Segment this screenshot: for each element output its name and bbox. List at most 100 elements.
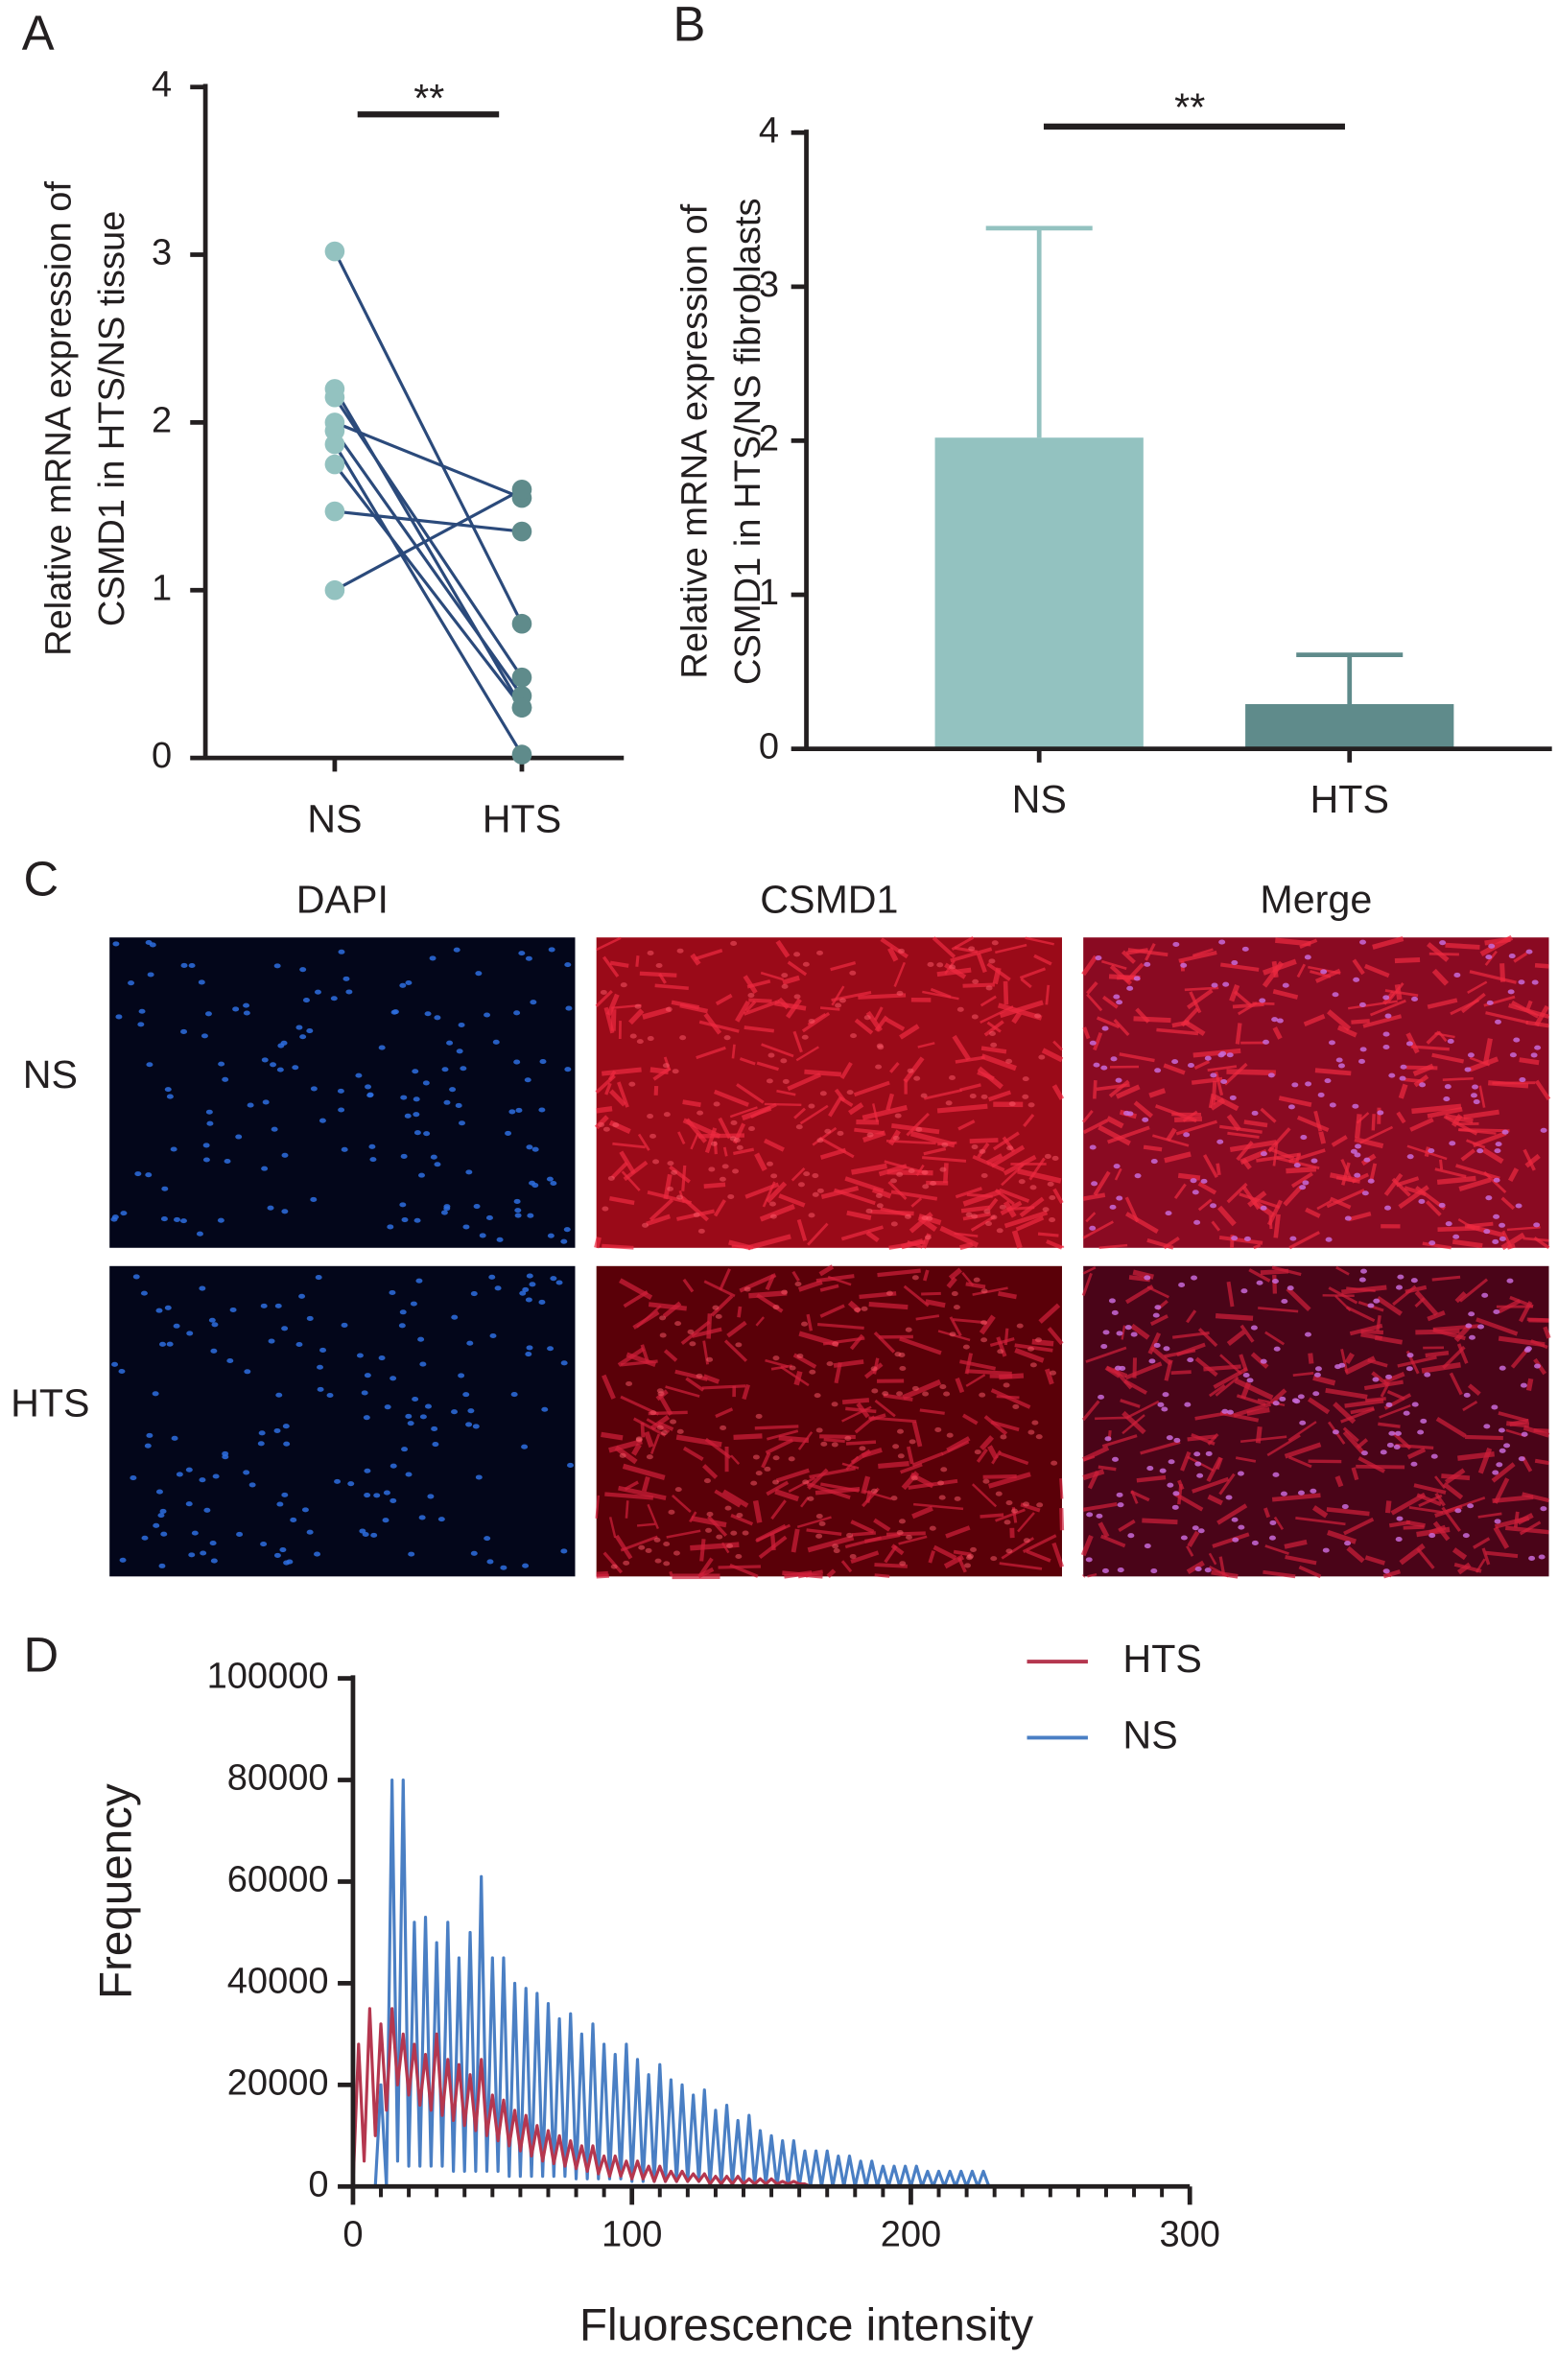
nucleus [634,1003,642,1009]
cell-fiber [1467,1383,1481,1396]
nucleus [1312,1391,1320,1397]
nucleus [1227,1409,1234,1415]
nucleus [1538,1554,1546,1560]
cell-fiber [1364,1555,1385,1566]
nucleus [1499,1222,1506,1228]
nucleus [1144,1543,1151,1549]
nucleus [430,1154,437,1160]
cell-fiber [1452,1547,1468,1561]
nucleus [715,1313,722,1319]
nucleus [1102,1330,1110,1335]
cell-fiber [874,1573,890,1578]
nucleus [1271,1017,1279,1023]
cell-fiber [854,1018,874,1035]
cell-fiber [782,975,800,985]
cell-fiber [868,1302,909,1310]
nucleus [1197,1528,1205,1534]
cell-fiber [873,1518,891,1532]
cell-fiber [1152,1134,1190,1147]
nucleus [564,1067,572,1072]
nucleus [1115,1365,1121,1371]
cell-fiber [1335,1265,1350,1276]
nucleus [1010,1508,1018,1514]
cell-fiber [1120,1399,1141,1408]
legend-label: NS [1122,1712,1177,1756]
nucleus [200,1550,207,1556]
cell-fiber [948,1267,962,1281]
cell-fiber [663,1173,673,1200]
cell-fiber [744,1182,780,1199]
nucleus [440,1210,448,1215]
cell-fiber [1406,1447,1427,1460]
nucleus [833,1548,840,1554]
nucleus [832,1341,839,1347]
nucleus [247,1102,254,1108]
nucleus [1268,1535,1276,1541]
y-tick-label: 40000 [227,1961,329,2001]
nucleus [1006,1145,1014,1151]
cell-fiber [1479,934,1514,957]
cell-fiber [1124,1361,1163,1380]
nucleus [861,1306,868,1311]
nucleus [619,1452,626,1458]
cell-fiber [959,1083,981,1092]
cell-fiber [602,955,620,978]
nucleus [186,1331,194,1336]
cell-fiber [977,1066,1003,1090]
cell-fiber [826,1568,837,1579]
nucleus [515,1107,523,1113]
nucleus [1501,1129,1509,1135]
cell-fiber [744,1025,775,1033]
nucleus [1540,1506,1547,1512]
cell-fiber [1398,1083,1408,1099]
nucleus [1100,1065,1108,1071]
nucleus [267,1205,274,1211]
nucleus [997,1349,1004,1355]
cell-fiber [1369,999,1406,1017]
cell-fiber [1326,1507,1370,1517]
cell-fiber [922,1269,930,1282]
cell-fiber [987,1445,999,1460]
nucleus [210,1348,218,1354]
nucleus [310,1086,318,1092]
nucleus [988,958,996,964]
nucleus [153,1522,160,1528]
cell-fiber [1442,1482,1464,1500]
cell-fiber [722,1146,728,1157]
nucleus [1359,1047,1367,1052]
cell-fiber [1015,1215,1045,1232]
cell-fiber [1325,1387,1368,1400]
cell-fiber [1278,1096,1312,1107]
cell-fiber [1202,1154,1218,1179]
nucleus [173,1323,180,1329]
nucleus [815,1513,823,1520]
cell-fiber [922,990,959,1001]
cell-fiber [1394,956,1421,964]
cell-fiber [1115,1084,1141,1099]
nucleus [1144,1275,1151,1281]
nucleus [939,1166,947,1172]
cell-fiber [1096,1016,1121,1029]
nucleus [1180,1535,1188,1541]
nucleus [365,1084,372,1090]
nucleus [990,1042,998,1048]
nucleus [1108,1298,1116,1304]
column-title: DAPI [296,878,389,922]
cell-fiber [1456,1343,1469,1364]
nucleus [199,1285,206,1291]
cell-fiber [788,1476,816,1493]
cell-fiber [1507,1167,1520,1183]
cell-fiber [1234,1378,1274,1401]
cell-fiber [1427,998,1458,1009]
nucleus [1173,1437,1181,1443]
cell-fiber [958,1241,974,1251]
cell-fiber [1308,1353,1314,1364]
cell-fiber [1341,1162,1351,1186]
cell-fiber [1218,1235,1263,1245]
cell-fiber [1426,1030,1441,1045]
nucleus [1491,1404,1499,1410]
point [324,241,345,262]
cell-fiber [595,989,613,1008]
cell-fiber [1305,1207,1321,1218]
point [511,521,532,542]
